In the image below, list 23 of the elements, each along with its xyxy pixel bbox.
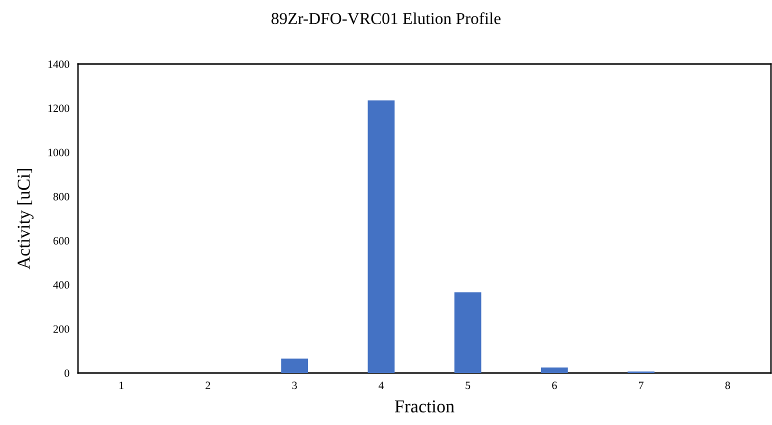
x-tick-label: 7 [639,382,644,390]
x-axis-title: Fraction [394,400,454,412]
y-tick-label: 600 [53,237,70,245]
y-tick-label: 200 [53,325,70,333]
bar [541,367,568,373]
x-tick-label: 5 [466,382,470,390]
y-tick-label: 1200 [48,104,70,112]
x-tick-label: 2 [206,382,210,390]
y-tick-label: 0 [64,369,70,377]
bar [368,100,395,373]
y-tick-label: 800 [53,192,70,200]
bar [454,292,482,373]
x-tick-label: 8 [725,382,730,390]
y-tick-label: 1000 [48,148,70,156]
y-tick-label: 1400 [48,60,70,68]
x-tick-label: 3 [292,382,297,390]
x-tick-label: 4 [378,382,384,390]
x-tick-label: 1 [120,382,124,390]
chart-title: 89Zr-DFO-VRC01 Elution Profile [272,12,501,24]
y-tick-label: 400 [53,281,70,289]
bar [281,358,308,373]
y-axis-title: Activity [uCi] [17,168,34,270]
x-tick-label: 6 [552,382,557,390]
